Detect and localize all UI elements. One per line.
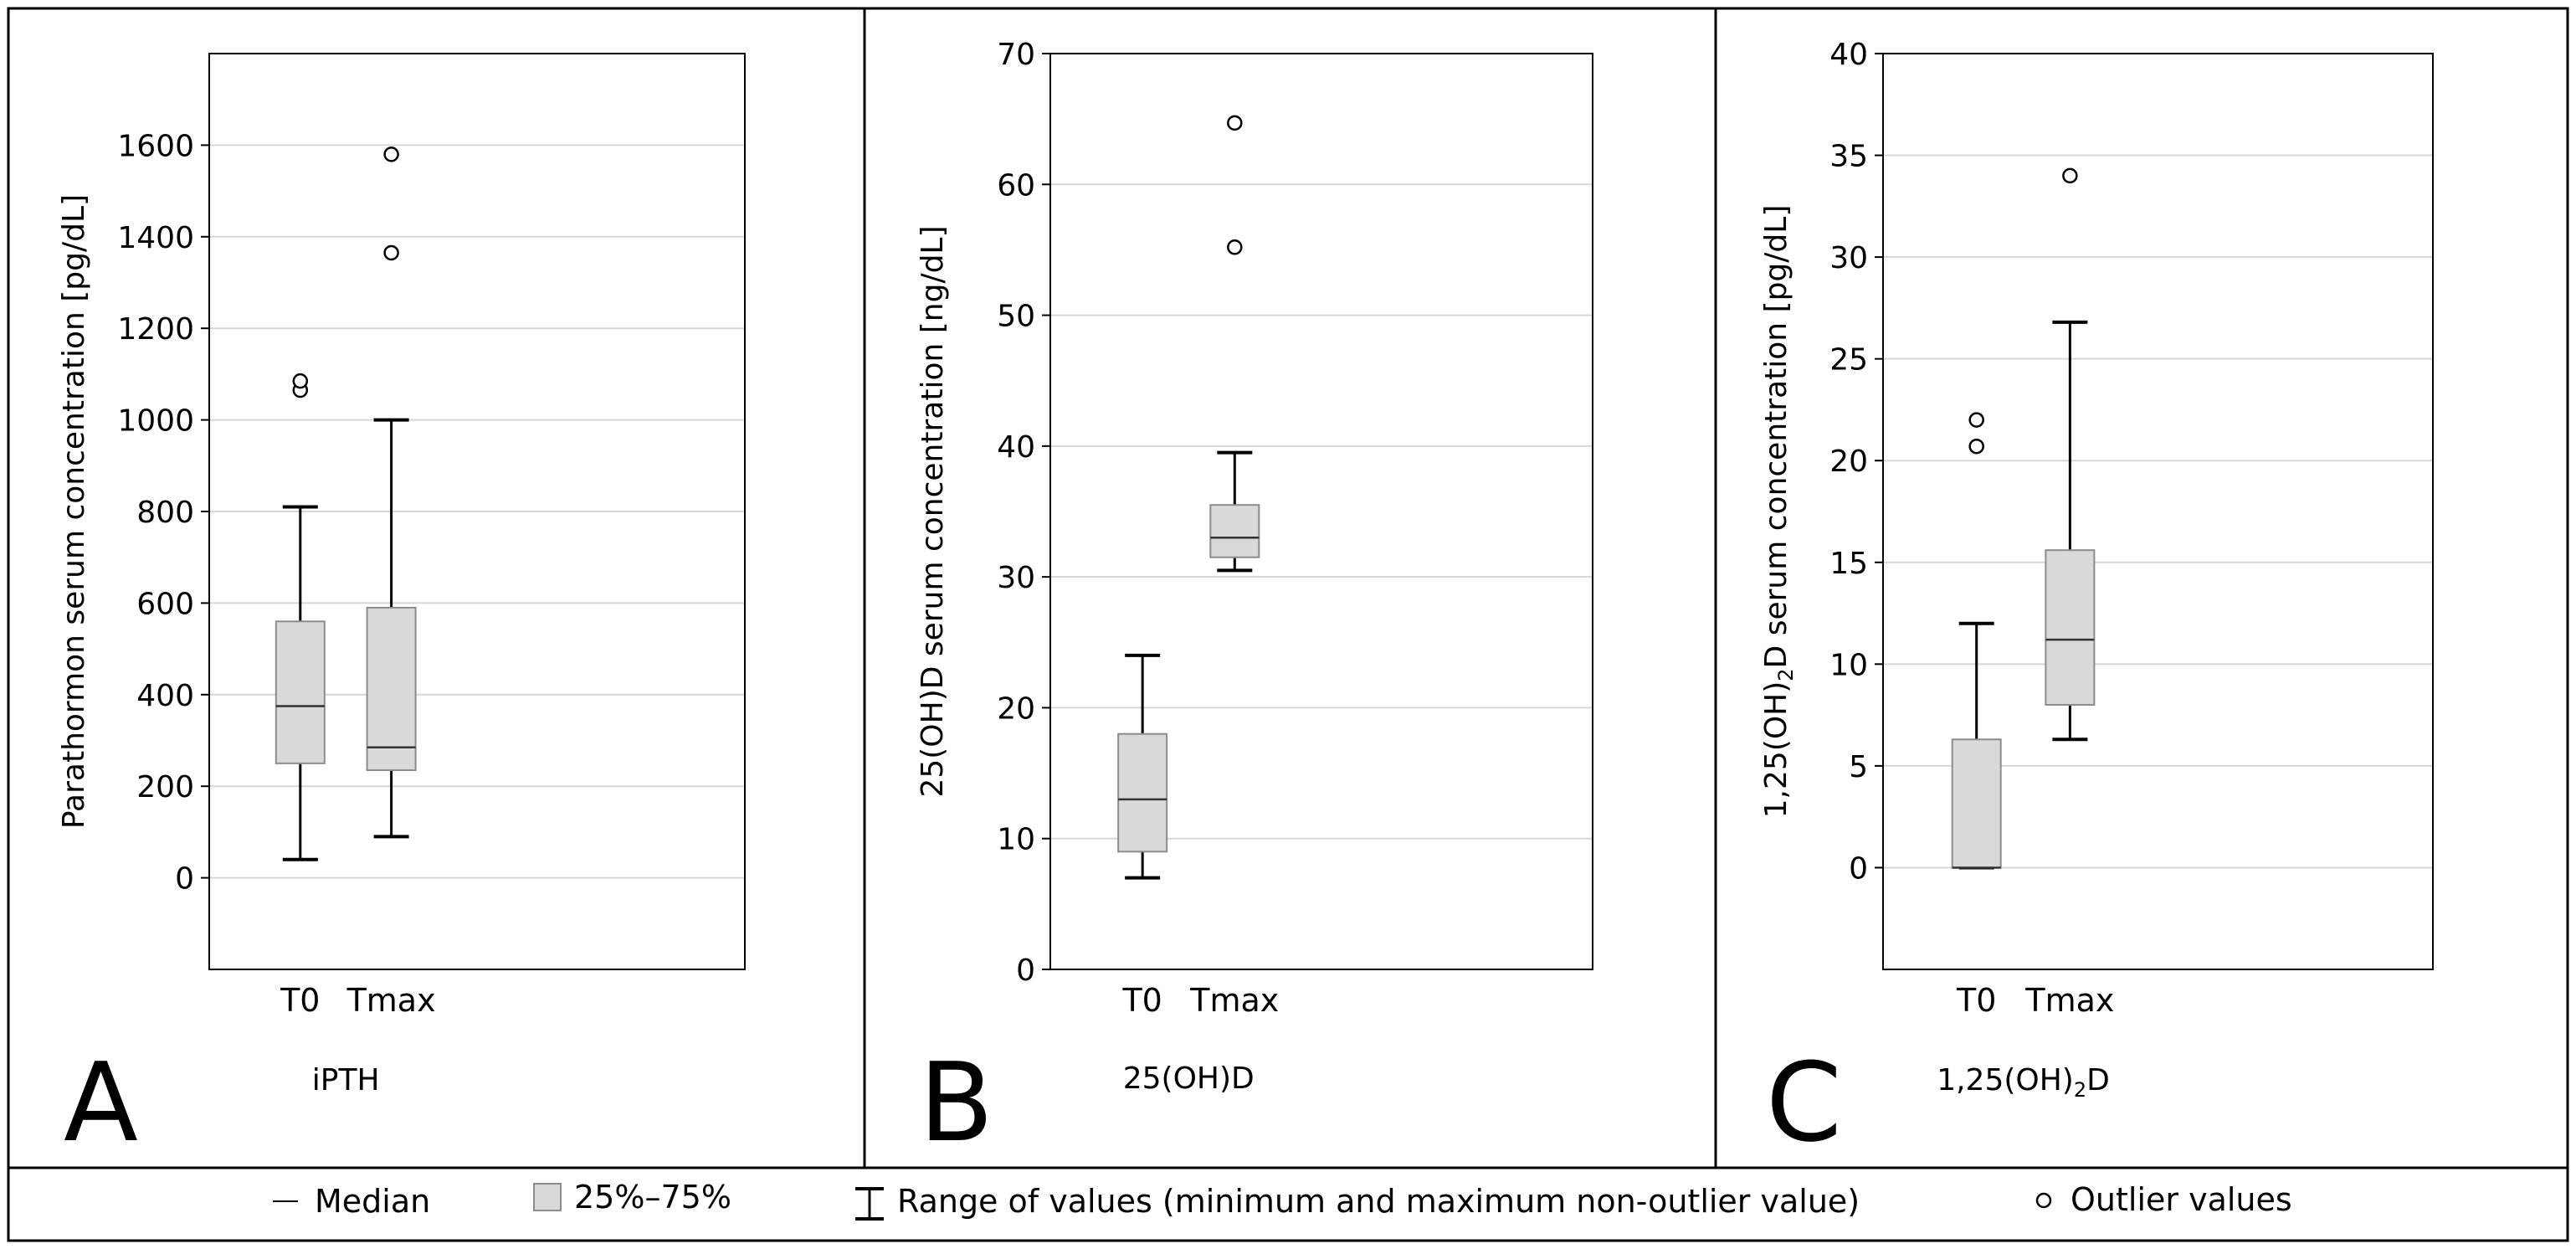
panel-a-y-ticks: 0 200 400 600 800 1000 1200 1400 1600 (117, 129, 209, 897)
panel-b-letter: B (919, 1039, 993, 1166)
panel-c-tick-label-25: 25 (1829, 343, 1868, 378)
panel-c-y-axis-label-end: D serum concentration [pg/dL] (1759, 205, 1793, 669)
panel-c-t0-outlier-1 (1968, 438, 1984, 455)
panel-c-letter: C (1766, 1039, 1842, 1166)
panel-c-tick-label-0: 0 (1849, 851, 1868, 886)
panel-c-title-end: D (2086, 1063, 2110, 1097)
panel-c-x-label-t0: T0 (1956, 982, 1996, 1019)
panel-a-tmax-box (366, 606, 417, 772)
panel-a-title: iPTH (312, 1063, 380, 1097)
panel-a-tick-label-1400: 1400 (117, 221, 194, 255)
panel-b-plot-frame (1049, 53, 1593, 970)
panel-c-tick-label-5: 5 (1849, 750, 1868, 784)
legend-range-swatch (855, 1187, 884, 1221)
panel-b-tmax-outlier-2 (1227, 115, 1243, 131)
panel-a-x-label-t0: T0 (280, 982, 320, 1019)
panel-b-x-label-tmax: Tmax (1189, 982, 1279, 1019)
panel-c-tick-label-40: 40 (1829, 38, 1868, 72)
panel-c-plot-frame (1882, 53, 2434, 970)
panel-c-y-axis-label-subscript: 2 (1774, 668, 1798, 681)
panel-c-y-axis-label-start: 1,25(OH) (1759, 681, 1793, 819)
panel-b-title: 25(OH)D (1123, 1061, 1255, 1096)
panel-a-tick-label-600: 600 (136, 587, 194, 621)
panel-c-tick-label-10: 10 (1829, 648, 1868, 682)
panel-c-tick-label-15: 15 (1829, 547, 1868, 581)
panel-c-title-subscript: 2 (2074, 1078, 2086, 1102)
panel-c-tick-label-35: 35 (1829, 140, 1868, 174)
panel-a-tick-label-0: 0 (175, 862, 194, 897)
panel-b-y-ticks: 0 10 20 30 40 50 60 70 (997, 38, 1050, 988)
panel-c-x-label-tmax: Tmax (2024, 982, 2114, 1019)
panel-c-t0-outlier-2 (1968, 412, 1984, 428)
panel-c-t0-box (1951, 738, 2002, 869)
legend-outlier-label: Outlier values (2071, 1181, 2292, 1218)
panel-a-tick-label-400: 400 (136, 679, 194, 713)
panel-a-tick-label-200: 200 (136, 770, 194, 804)
panel-a-tmax-outlier-2 (383, 146, 399, 162)
panel-a-gridlines (209, 144, 745, 879)
panel-b-tmax-box (1209, 504, 1260, 558)
panel-a-letter: A (64, 1039, 138, 1166)
panel-c-tmax-outlier-1 (2062, 167, 2078, 184)
panel-c-tick-label-30: 30 (1829, 241, 1868, 275)
legend-median-label: Median (315, 1183, 430, 1220)
panel-b-tick-label-10: 10 (997, 823, 1035, 857)
panel-a-plot-frame (208, 53, 746, 970)
panel-b-tick-label-20: 20 (997, 691, 1035, 726)
panel-a-tick-label-1200: 1200 (117, 312, 194, 347)
legend-iqr-swatch (533, 1183, 562, 1211)
panel-b-x-label-t0: T0 (1121, 982, 1162, 1019)
panel-c-title-start: 1,25(OH) (1937, 1063, 2074, 1097)
panel-c-y-ticks: 0 5 10 15 20 25 30 35 40 (1829, 38, 1883, 886)
legend: Median 25%–75% Range of values (minimum … (273, 1179, 2292, 1221)
legend-outlier-swatch (2035, 1192, 2052, 1209)
panel-a-tick-label-1600: 1600 (117, 129, 194, 163)
panel-a-y-axis-label: Parathormon serum concentration [pg/dL] (57, 194, 91, 829)
panel-a: 0 200 400 600 800 1000 1200 1400 1600 Parathormo… (57, 53, 746, 1166)
panel-a-x-label-tmax: Tmax (346, 982, 436, 1019)
panel-c-boxes (1951, 167, 2096, 870)
panel-b-tick-label-0: 0 (1016, 953, 1035, 988)
panel-a-tmax-outlier-1 (383, 244, 399, 261)
panel-b-tick-label-70: 70 (997, 38, 1035, 72)
panel-b-boxes (1117, 115, 1260, 880)
panel-a-t0-box (275, 620, 326, 764)
panel-b-tmax-outlier-1 (1227, 239, 1243, 255)
panel-b-tick-label-30: 30 (997, 561, 1035, 595)
panel-c-tick-label-20: 20 (1829, 445, 1868, 479)
panel-a-tick-label-1000: 1000 (117, 404, 194, 439)
panel-c-y-axis-label: 1,25(OH)2D serum concentration [pg/dL] (1759, 205, 1798, 819)
legend-iqr-label: 25%–75% (574, 1179, 731, 1216)
panel-b: 0 10 20 30 40 50 60 70 25(OH)D serum concentrat… (916, 38, 1593, 1166)
panel-b-tick-label-40: 40 (997, 430, 1035, 465)
panel-b-t0-box (1117, 732, 1168, 853)
panel-a-tick-label-800: 800 (136, 496, 194, 530)
figure-frame (7, 7, 2569, 1242)
panel-a-boxes (275, 146, 417, 861)
panel-b-tick-label-50: 50 (997, 300, 1035, 334)
panel-c-title: 1,25(OH)2D (1937, 1063, 2110, 1102)
panel-b-y-axis-label: 25(OH)D serum concentration [ng/dL] (916, 225, 950, 797)
panel-a-t0-outlier-2 (292, 373, 309, 389)
panel-b-tick-label-60: 60 (997, 168, 1035, 203)
panel-c-tmax-box (2045, 549, 2096, 706)
legend-range-label: Range of values (minimum and maximum non… (897, 1183, 1860, 1220)
